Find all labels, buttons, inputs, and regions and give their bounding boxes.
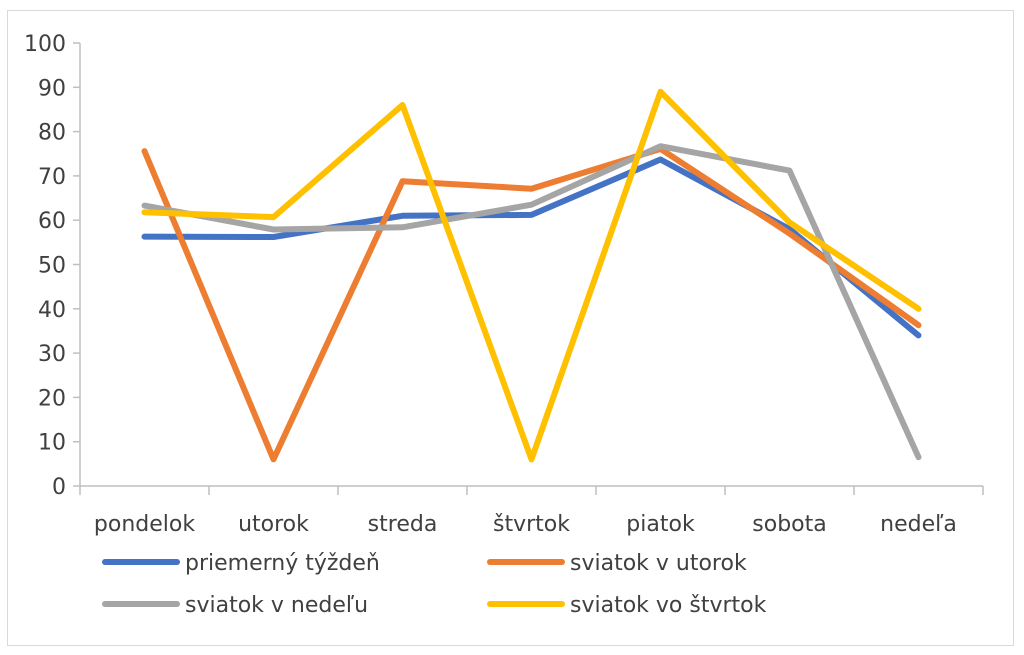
y-tick-label: 20 [38, 386, 66, 411]
y-tick-label: 90 [38, 76, 66, 101]
y-tick-label: 80 [38, 121, 66, 146]
legend-label: sviatok vo štvrtok [570, 593, 767, 618]
x-tick-label: sobota [752, 512, 826, 537]
x-tick-label: utorok [238, 512, 309, 537]
y-tick-label: 50 [38, 254, 66, 279]
legend-label: sviatok v nedeľu [185, 593, 368, 618]
x-tick-label: streda [368, 512, 438, 537]
legend-label: sviatok v utorok [570, 551, 747, 576]
legend: priemerný týždeň sviatok v utorok sviatok … [102, 551, 767, 618]
series-line [141, 143, 922, 461]
y-tick-label: 40 [38, 298, 66, 323]
x-tick-label: štvrtok [493, 512, 570, 537]
legend-label: priemerný týždeň [185, 551, 380, 576]
x-tick-label: nedeľa [880, 512, 957, 537]
x-tick-label: pondelok [94, 512, 195, 537]
y-tick-label: 0 [52, 475, 66, 500]
series-line [141, 145, 922, 463]
series-line [141, 156, 922, 339]
axes: 0 10 20 30 40 50 60 70 80 90 100 pondelok utorok stre… [24, 32, 984, 537]
y-tick-label: 60 [38, 209, 66, 234]
series-line [141, 88, 922, 463]
y-tick-label: 70 [38, 165, 66, 190]
series-lines [141, 88, 922, 463]
chart-frame [7, 10, 1014, 646]
y-tick-label: 10 [38, 431, 66, 456]
x-tick-label: piatok [626, 512, 695, 537]
y-tick-label: 100 [24, 32, 66, 57]
y-tick-label: 30 [38, 342, 66, 367]
